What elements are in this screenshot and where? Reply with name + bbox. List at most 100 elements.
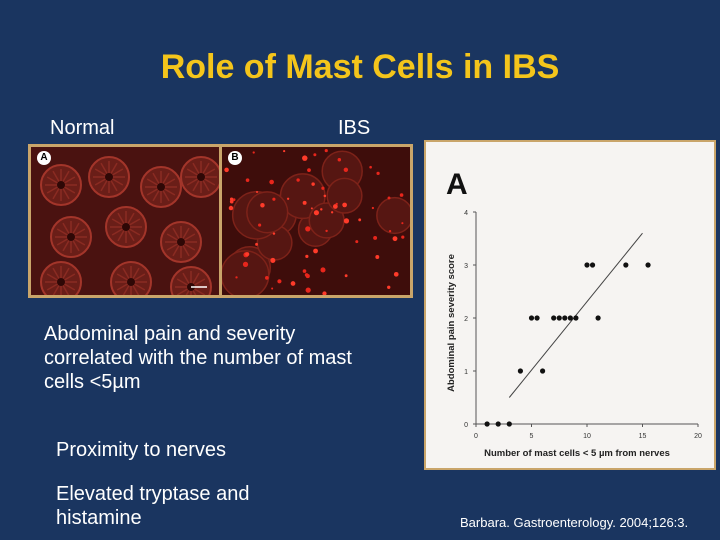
ibs-label: IBS	[338, 117, 371, 139]
mast-cell-spot	[232, 198, 236, 202]
mast-cell-spot	[375, 255, 380, 259]
mast-cell-spot	[277, 279, 282, 284]
mast-cell-spot	[245, 252, 250, 257]
mast-cell-spot	[321, 186, 325, 190]
mast-cell-spot	[313, 248, 318, 254]
mast-cell-spot	[313, 153, 317, 157]
citation: Barbara. Gastroenterology. 2004;126:3.	[460, 515, 689, 530]
x-tick-label: 15	[639, 433, 647, 440]
y-tick-label: 1	[464, 369, 468, 376]
mast-cell-spot	[393, 271, 399, 277]
crypt-lumen	[157, 183, 165, 191]
ibs-micrograph: B	[222, 147, 410, 295]
mast-cell-spot	[272, 232, 276, 235]
mast-cell-spot	[228, 205, 234, 211]
data-point	[484, 421, 490, 427]
mast-cell-spot	[342, 202, 347, 208]
mast-cell-spot	[373, 235, 378, 240]
mast-cell-spot	[269, 179, 274, 185]
mast-cell-spot	[283, 149, 286, 153]
normal-label: Normal	[50, 117, 115, 139]
data-point	[589, 262, 596, 268]
mast-cell-spot	[302, 155, 308, 161]
y-tick-label: 4	[464, 210, 468, 217]
mast-cell-spot	[332, 204, 338, 209]
crypt-lumen	[127, 278, 135, 286]
mast-cell-spot	[376, 171, 380, 176]
mast-cell-spot	[305, 287, 311, 293]
tissue-region	[222, 250, 270, 295]
mast-cell-spot	[229, 199, 234, 204]
mast-cell-spot	[286, 197, 290, 200]
crypt-lumen	[197, 173, 205, 181]
mast-cell-spot	[265, 276, 269, 280]
mast-cell-spot	[323, 194, 327, 198]
mast-cell-spot	[258, 223, 262, 227]
mast-cell-spot	[344, 274, 348, 278]
chart-panel-label: A	[446, 168, 468, 201]
mast-cell-spot	[310, 207, 313, 210]
data-point	[584, 262, 590, 268]
data-point	[645, 262, 651, 268]
ibs-tissue-image	[222, 147, 410, 295]
mast-cell-spot	[330, 211, 334, 214]
mast-cell-spot	[335, 202, 338, 206]
trend-line	[508, 232, 643, 398]
data-point	[551, 315, 557, 321]
bullet-proximity: Proximity to nerves	[56, 439, 227, 461]
x-tick-label: 10	[583, 433, 591, 440]
x-tick-label: 20	[694, 433, 702, 440]
normal-micrograph: A	[31, 147, 219, 295]
mast-cell-spot	[320, 208, 323, 211]
data-point	[556, 315, 562, 321]
x-tick-label: 5	[530, 433, 534, 440]
mast-cell-spot	[343, 218, 350, 224]
data-point	[573, 315, 579, 321]
mast-cell-spot	[296, 178, 300, 182]
data-point	[595, 315, 601, 321]
mast-cell-spot	[304, 273, 309, 277]
mast-cell-spot	[388, 229, 392, 233]
mast-cell-spot	[235, 276, 238, 279]
tissue-region	[246, 191, 289, 234]
mast-cell-spot	[305, 254, 309, 258]
mast-cell-spot	[369, 165, 372, 169]
crypt-lumen	[105, 173, 113, 181]
data-point	[506, 421, 512, 427]
mast-cell-spot	[271, 287, 274, 290]
data-point	[517, 368, 523, 374]
mast-cell-spot	[302, 269, 307, 273]
panel-a-letter: A	[37, 151, 51, 165]
y-tick-label: 3	[464, 263, 468, 270]
mast-cell-spot	[305, 226, 311, 232]
x-axis-label: Number of mast cells < 5 µm from nerves	[484, 448, 670, 459]
x-tick-label: 0	[474, 433, 478, 440]
tissue-region	[326, 177, 363, 214]
mast-cell-spot	[322, 291, 327, 295]
mast-cell-spot	[229, 197, 234, 201]
mast-cell-spot	[270, 257, 276, 264]
y-tick-label: 2	[464, 316, 468, 323]
scatter-plot-svg: A 0 5 10 15 20 0 1 2 3 4 Number of mast cells < 5 µ…	[446, 168, 702, 459]
mast-cell-spot	[260, 203, 265, 208]
crypt-lumen	[67, 233, 75, 241]
mast-cell-spot	[242, 261, 249, 268]
mast-cell-spot	[355, 240, 359, 244]
mast-cell-spot	[324, 148, 328, 153]
mast-cell-spot	[343, 167, 349, 173]
crypt-lumen	[122, 223, 130, 231]
bullet-tryptase: Elevated tryptase and histamine	[56, 483, 250, 529]
mast-cell-spot	[224, 167, 229, 173]
bullet-correlation: Abdominal pain and severity correlated w…	[44, 323, 352, 393]
y-axis-label: Abdominal pain severity score	[446, 254, 457, 392]
mast-cell-spot	[245, 178, 250, 182]
mast-cell-spot	[302, 200, 307, 205]
mast-cell-spot	[255, 190, 259, 194]
y-tick-label: 0	[464, 422, 468, 429]
mast-cell-spot	[399, 193, 404, 197]
crypt-lumen	[57, 181, 65, 189]
scatter-chart: A 0 5 10 15 20 0 1 2 3 4 Number of mast cells < 5 µ…	[424, 140, 716, 470]
mast-cell-spot	[387, 285, 391, 289]
panel-b-letter: B	[228, 151, 242, 165]
mast-cell-spot	[325, 229, 328, 233]
